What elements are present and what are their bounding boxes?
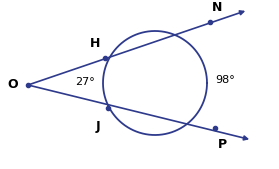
Text: N: N	[212, 1, 222, 14]
Text: 27°: 27°	[75, 77, 95, 87]
Text: J: J	[95, 120, 100, 133]
Text: O: O	[7, 78, 18, 91]
Text: H: H	[90, 37, 100, 50]
Text: 98°: 98°	[215, 75, 235, 85]
Text: P: P	[218, 138, 227, 151]
